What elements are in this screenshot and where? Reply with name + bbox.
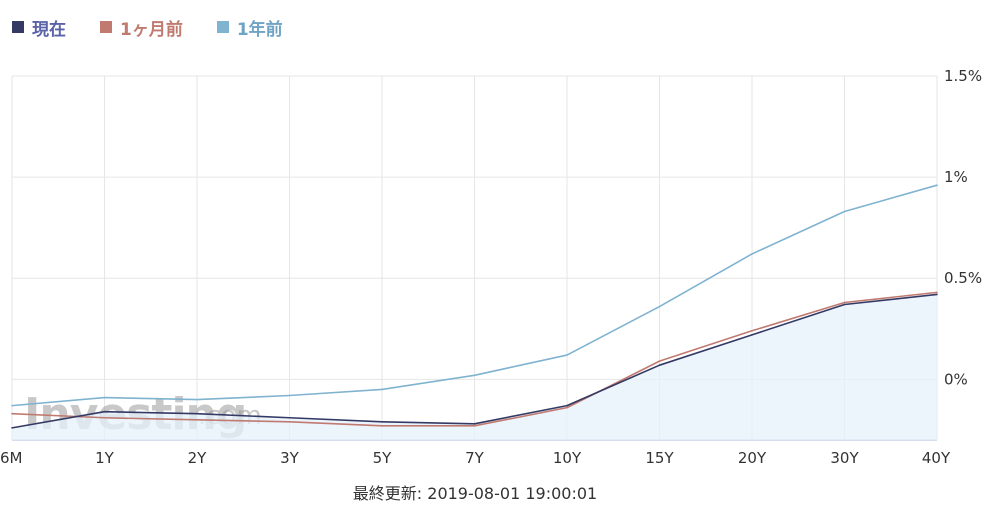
point-series-2 xyxy=(843,210,846,213)
point-series-0 xyxy=(196,412,198,415)
x-tick-label: 3Y xyxy=(280,449,300,467)
legend-swatch xyxy=(216,21,229,33)
legend-swatch xyxy=(100,21,112,33)
point-series-0 xyxy=(103,410,106,413)
area-fill xyxy=(12,294,937,440)
y-tick-label: 0% xyxy=(944,370,968,388)
point-series-1 xyxy=(103,416,106,419)
legend-swatch xyxy=(12,21,24,33)
point-series-1 xyxy=(11,412,13,415)
x-tick-label: 7Y xyxy=(465,449,485,467)
point-series-1 xyxy=(751,330,753,332)
chart-legend: 現在 1ヶ月前 1年前 xyxy=(12,14,317,40)
point-series-0 xyxy=(566,404,568,407)
point-series-1 xyxy=(566,406,568,409)
point-series-0 xyxy=(381,421,383,423)
y-tick-label: 1% xyxy=(944,168,968,186)
point-series-0 xyxy=(288,416,291,419)
point-series-0 xyxy=(751,334,753,336)
point-series-2 xyxy=(103,396,106,399)
point-series-1 xyxy=(381,425,383,427)
legend-item-2[interactable]: 1年前 xyxy=(216,15,283,40)
x-tick-label: 20Y xyxy=(738,449,767,467)
point-series-1 xyxy=(658,360,661,362)
point-series-2 xyxy=(751,253,753,255)
y-tick-label: 0.5% xyxy=(944,269,982,287)
y-axis-ticks: 1.5% 1% 0.5% 0% xyxy=(944,67,982,388)
point-series-0 xyxy=(473,423,476,425)
x-tick-label: 10Y xyxy=(553,449,582,467)
point-series-2 xyxy=(196,398,198,401)
x-tick-label: 2Y xyxy=(188,449,208,467)
x-tick-label: 30Y xyxy=(830,449,859,467)
point-series-2 xyxy=(288,394,291,397)
point-series-2 xyxy=(658,305,661,308)
x-tick-label: 40Y xyxy=(922,449,951,467)
point-series-0 xyxy=(936,293,938,296)
x-tick-label: 5Y xyxy=(373,449,393,467)
point-series-1 xyxy=(936,291,938,294)
point-series-1 xyxy=(843,301,846,304)
x-tick-label: 6M xyxy=(0,449,23,467)
legend-item-0[interactable]: 現在 xyxy=(12,15,66,40)
point-series-1 xyxy=(473,425,476,427)
point-series-0 xyxy=(11,427,13,429)
last-updated-text: 最終更新: 2019-08-01 19:00:01 xyxy=(352,484,598,503)
grid-lines xyxy=(11,75,938,441)
y-tick-label: 1.5% xyxy=(944,67,982,85)
legend-label: 現在 xyxy=(32,19,66,40)
point-series-0 xyxy=(658,364,661,366)
area-series-0 xyxy=(12,294,937,440)
x-tick-label: 1Y xyxy=(95,449,115,467)
x-tick-label: 15Y xyxy=(645,449,674,467)
point-series-2 xyxy=(936,184,938,186)
point-series-2 xyxy=(381,388,383,391)
x-axis-ticks: 6M 1Y 2Y 3Y 5Y 7Y 10Y 15Y 20Y 30Y 40Y xyxy=(0,449,951,467)
point-series-0 xyxy=(843,303,846,306)
point-series-1 xyxy=(196,418,198,421)
legend-label: 1年前 xyxy=(236,19,283,40)
point-series-2 xyxy=(566,354,568,356)
point-series-1 xyxy=(288,421,291,423)
series-lines xyxy=(11,184,938,429)
legend-label: 1ヶ月前 xyxy=(120,19,183,40)
point-series-2 xyxy=(473,374,476,377)
legend-item-1[interactable]: 1ヶ月前 xyxy=(100,15,183,40)
point-series-2 xyxy=(11,404,13,407)
